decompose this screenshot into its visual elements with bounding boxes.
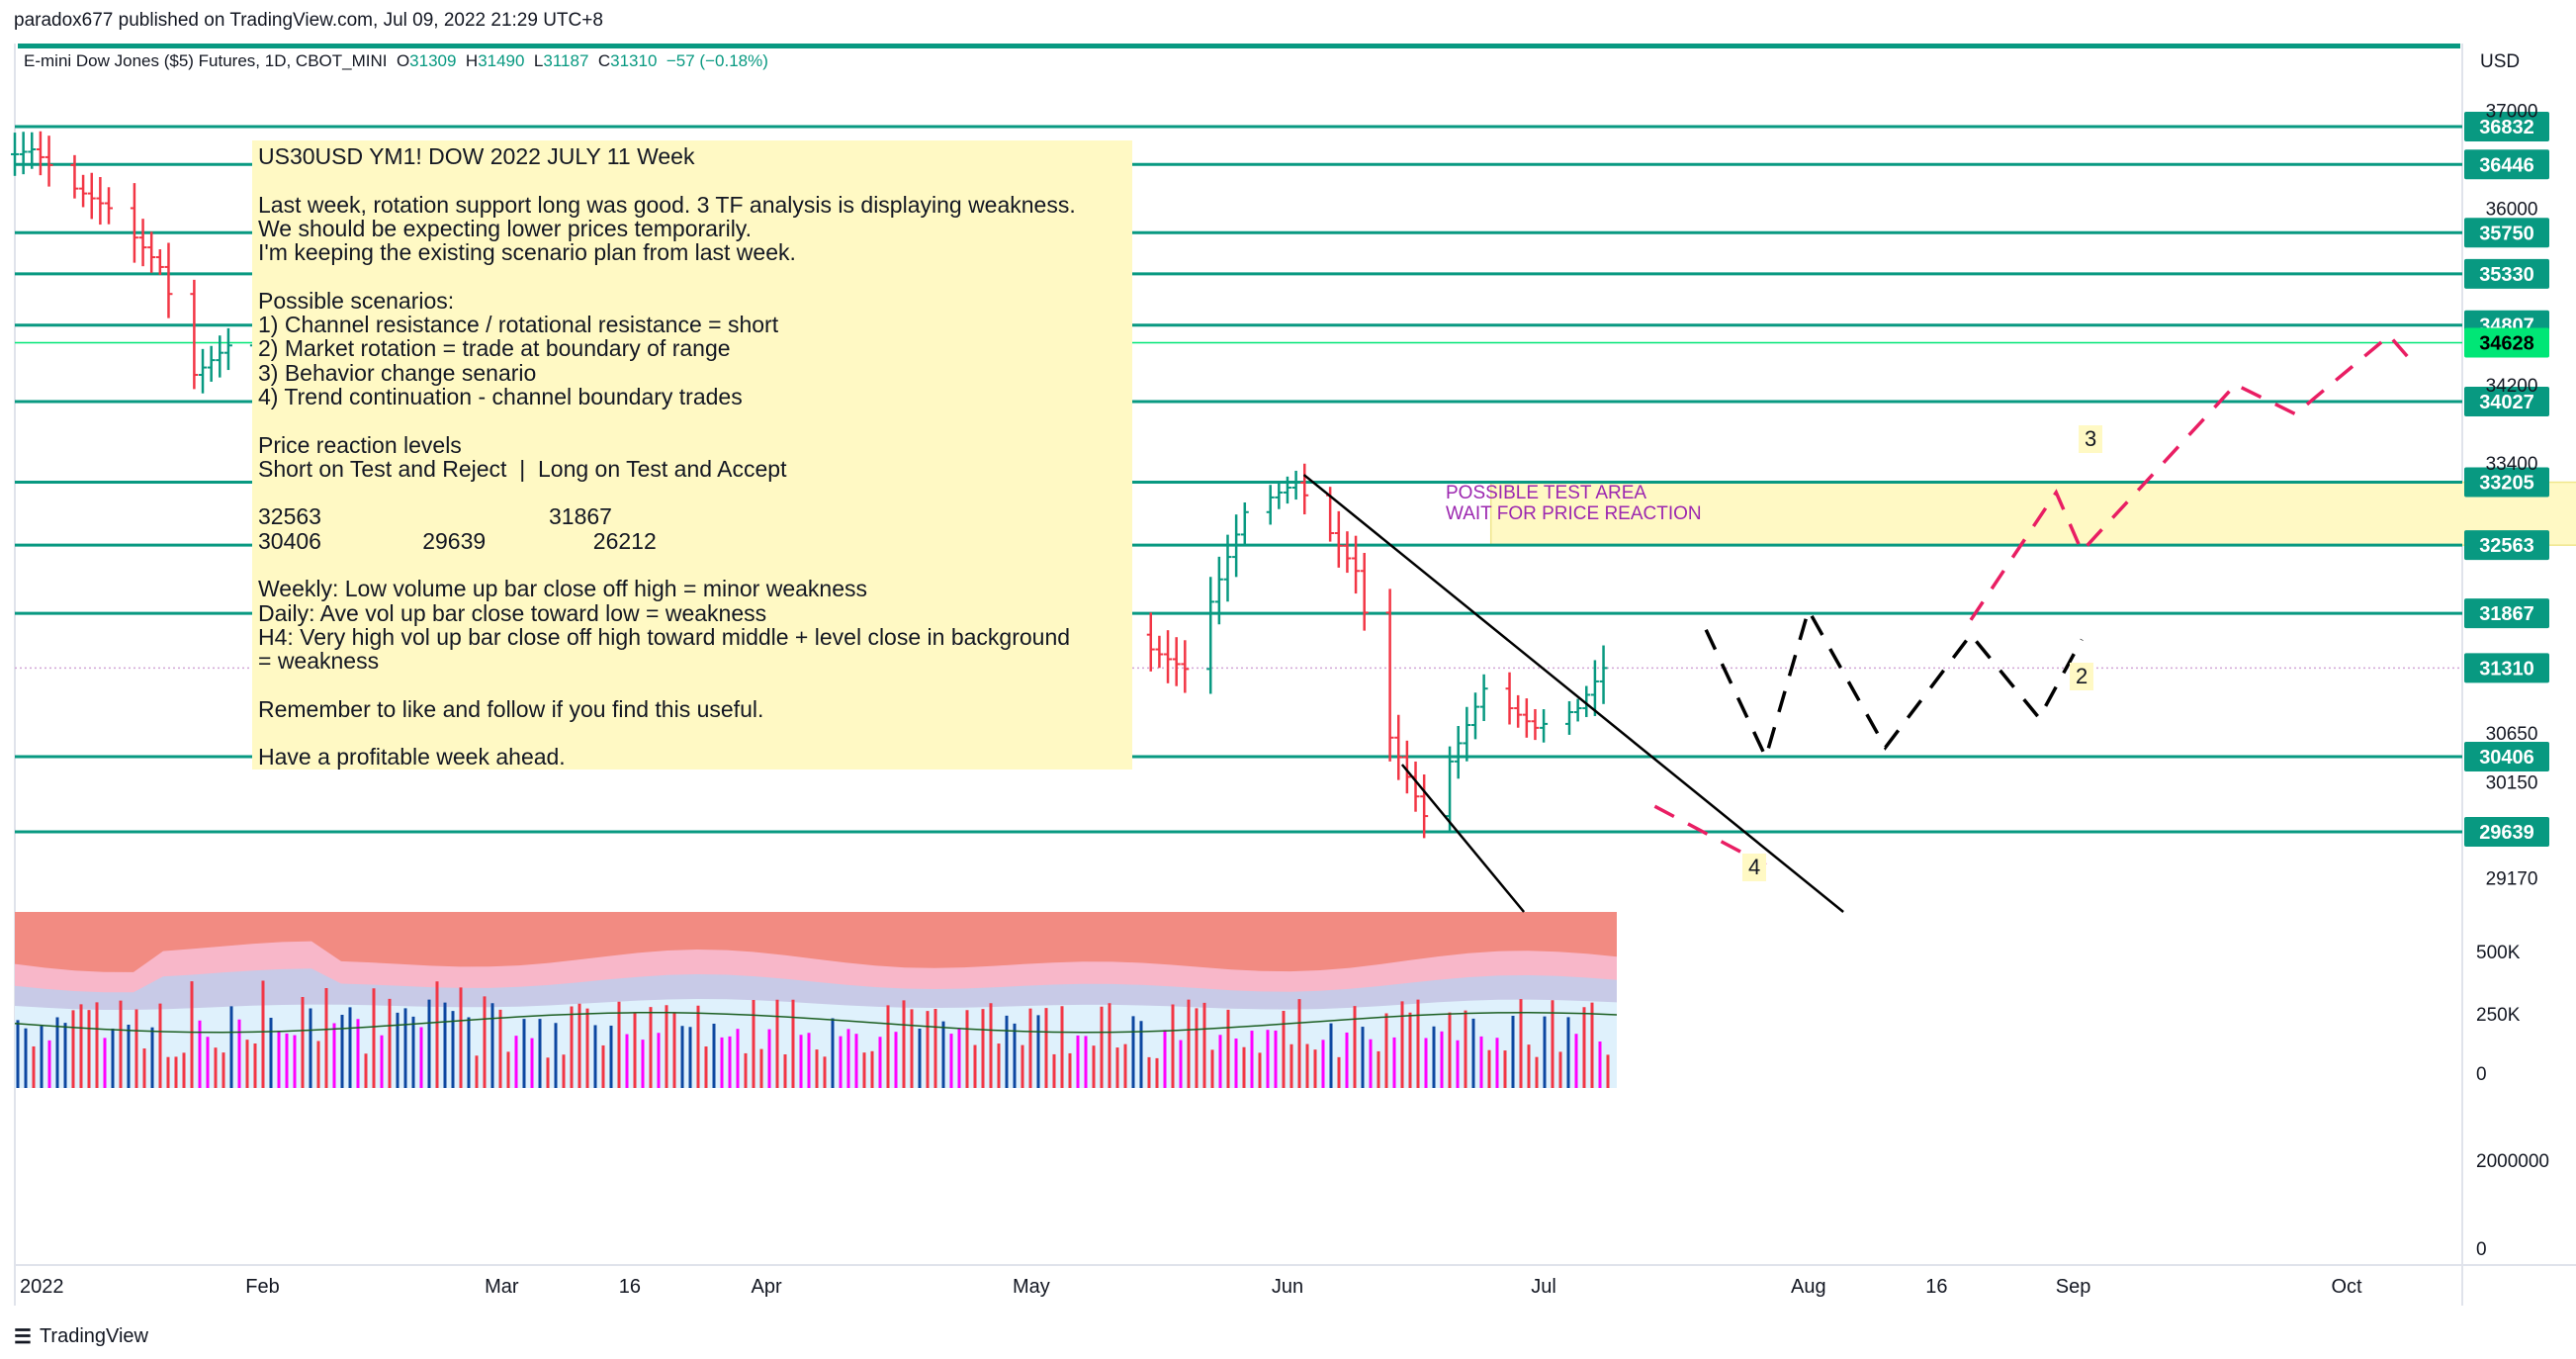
price-axis-tick: 30650	[2486, 724, 2538, 745]
price-axis-tick: 36000	[2486, 199, 2538, 220]
volume-axis-tick: 250K	[2476, 1005, 2521, 1026]
time-axis-label: Aug	[1791, 1276, 1826, 1298]
time-axis-label: Feb	[245, 1276, 280, 1298]
price-axis-tick: 34200	[2486, 376, 2538, 397]
price-tag-bg	[2464, 258, 2549, 289]
price-axis-tick: 29170	[2486, 869, 2538, 890]
channel-upper-line	[1302, 474, 1844, 913]
price-tag-bg	[2464, 742, 2549, 771]
price-axis-tick: 37000	[2486, 101, 2538, 122]
price-tag-bg	[2464, 817, 2549, 848]
test-zone	[1489, 481, 2576, 546]
chart-header: paradox677 published on TradingView.com,…	[0, 0, 2576, 44]
price-tag-label: 34628	[2479, 332, 2534, 354]
volume-average-line	[14, 1012, 1618, 1034]
price-tag-bg	[2464, 149, 2549, 180]
time-axis-label: Jul	[1531, 1276, 1556, 1298]
time-axis[interactable]: 2022 Feb Mar 16 Apr May Jun Jul Aug 16 Sep Oct	[0, 1266, 2462, 1306]
projection-path-2	[1653, 804, 1767, 867]
price-tag-label: 36832	[2479, 117, 2534, 138]
test-area-text: POSSIBLE TEST AREA WAIT FOR PRICE REACTI…	[1446, 483, 1702, 524]
price-tag-bg	[2464, 112, 2549, 141]
time-axis-label: Sep	[2055, 1276, 2091, 1298]
price-tag-label: 30406	[2479, 747, 2534, 769]
tradingview-logo-icon: ☰	[14, 1326, 32, 1348]
price-tag-bg	[2464, 327, 2549, 358]
high-label: H	[465, 51, 479, 70]
currency-label[interactable]: USD	[2480, 51, 2521, 72]
price-tag-bg	[2464, 598, 2549, 629]
wave-label-3[interactable]: 3	[2079, 425, 2103, 453]
time-axis-label: Jun	[1271, 1276, 1304, 1298]
price-tag-label: 34027	[2479, 392, 2534, 413]
time-axis-label: 2022	[20, 1276, 64, 1298]
price-axis-tick: 33400	[2486, 454, 2538, 475]
accent-bar	[18, 44, 2460, 48]
time-axis-label: 16	[618, 1276, 641, 1298]
price-tag-bg	[2464, 530, 2549, 561]
symbol-title: E-mini Dow Jones ($5) Futures, 1D, CBOT_…	[24, 51, 388, 70]
price-tag-label: 35330	[2479, 264, 2534, 286]
volume-band-inner	[15, 999, 1617, 1088]
close-label: C	[597, 51, 611, 70]
time-axis-label: Apr	[751, 1276, 782, 1298]
price-tag-label: 31310	[2479, 658, 2534, 680]
price-tag-bg	[2464, 218, 2549, 248]
open-label: O	[396, 51, 410, 70]
change-value: −57 (−0.18%)	[666, 51, 768, 70]
price-tag-bg	[2464, 387, 2549, 417]
time-axis-label: 16	[1925, 1276, 1948, 1298]
wave-label-2[interactable]: 2	[2070, 663, 2094, 690]
low-label: L	[533, 51, 544, 70]
wave-label-4[interactable]: 4	[1742, 854, 1767, 881]
price-tag-bg	[2464, 467, 2549, 498]
price-tag-bg	[2464, 653, 2549, 683]
low-value: 31187	[543, 51, 589, 70]
close-value: 31310	[610, 51, 658, 70]
symbol-legend[interactable]: E-mini Dow Jones ($5) Futures, 1D, CBOT_…	[24, 51, 768, 71]
footer: ☰ TradingView	[14, 1324, 148, 1349]
price-tag-label: 36446	[2479, 154, 2534, 176]
time-axis-label: May	[1012, 1276, 1050, 1298]
volume-axis-tick: 500K	[2476, 943, 2521, 963]
price-tag-label: 32563	[2479, 535, 2534, 557]
price-axis-tick: 30150	[2486, 772, 2538, 793]
lower-axis-tick: 0	[2476, 1239, 2487, 1260]
price-tag-label: 29639	[2479, 822, 2534, 844]
projection-path-0	[1704, 605, 2084, 763]
time-axis-label: Mar	[485, 1276, 519, 1298]
high-value: 31490	[478, 51, 525, 70]
price-tag-label: 31867	[2479, 603, 2534, 625]
published-info: paradox677 published on TradingView.com,…	[14, 10, 603, 31]
lower-axis-tick: 2000000	[2476, 1151, 2549, 1172]
price-tag-label: 33205	[2479, 473, 2534, 495]
volume-axis-tick: 0	[2476, 1064, 2487, 1085]
channel-lower-line	[1400, 764, 1526, 913]
analysis-note[interactable]: US30USD YM1! DOW 2022 JULY 11 Week Last …	[252, 140, 1132, 770]
time-axis-label: Oct	[2331, 1276, 2362, 1298]
price-tag-label: 35750	[2479, 223, 2534, 244]
open-value: 31309	[409, 51, 457, 70]
brand-name: TradingView	[39, 1325, 148, 1347]
projection-path-1	[1969, 332, 2417, 621]
